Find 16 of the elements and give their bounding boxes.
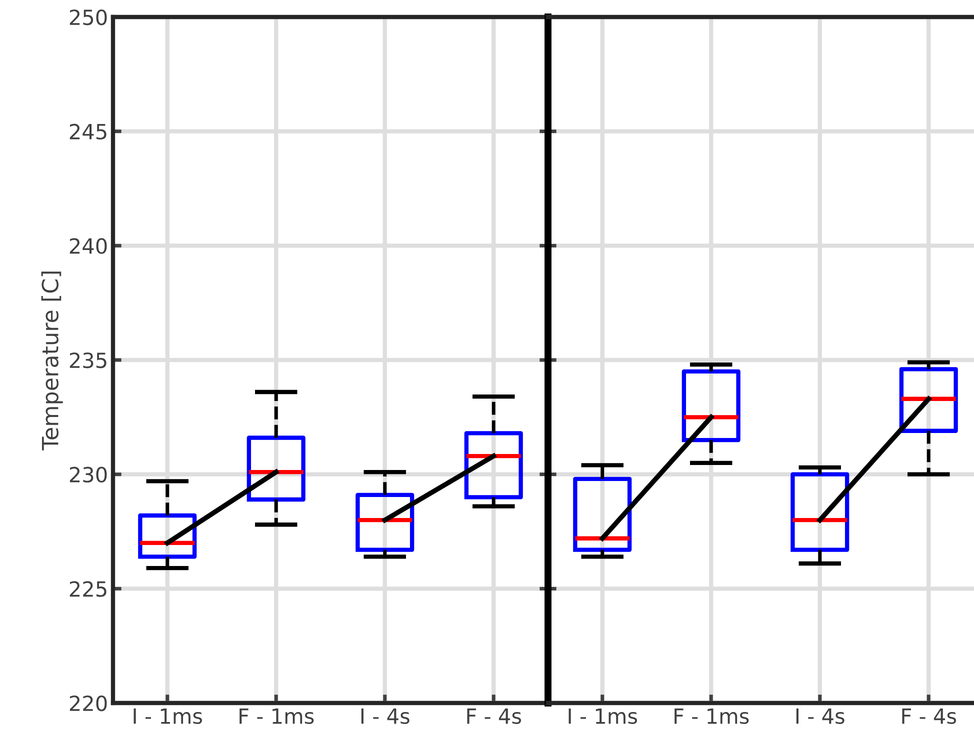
y-tick-label: 250: [70, 9, 107, 26]
x-tick-label: F - 4s: [902, 708, 956, 724]
y-tick-label: 230: [70, 466, 107, 483]
y-tick-label: 225: [70, 581, 106, 597]
y-tick-label: 220: [70, 695, 107, 712]
y-axis-title: Temperature [C]: [41, 272, 63, 450]
x-tick-label: I - 1ms: [568, 708, 638, 724]
x-tick-label: I - 4s: [796, 708, 844, 724]
y-tick-label: 245: [70, 124, 106, 140]
x-tick-label: F - 4s: [467, 708, 522, 724]
x-tick-label: I - 1ms: [134, 708, 202, 724]
y-tick-label: 240: [70, 238, 107, 254]
x-tick-label: F - 1ms: [674, 708, 749, 724]
x-tick-label: I - 4s: [361, 708, 410, 724]
x-tick-label: F - 1ms: [240, 708, 314, 724]
y-tick-label: 235: [70, 352, 106, 368]
